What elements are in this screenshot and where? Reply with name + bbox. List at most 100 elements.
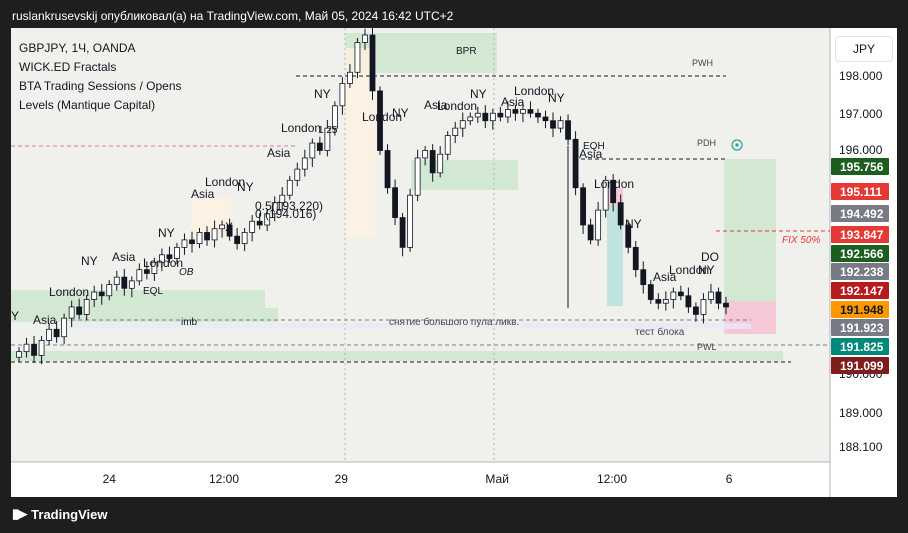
candle: [98, 291, 105, 297]
annotation-label: Asia: [424, 98, 448, 112]
candle: [106, 284, 113, 297]
candle: [625, 224, 632, 248]
price-badge-label: 192.238: [840, 265, 884, 279]
zone-box: [11, 290, 265, 308]
annotation-label: London: [514, 84, 554, 98]
candle: [640, 269, 647, 285]
time-tick-label: Май: [485, 472, 509, 486]
candle: [377, 90, 383, 151]
candle: [68, 306, 75, 319]
annotation-label: NY: [392, 106, 409, 120]
annotation-label: OB: [179, 267, 194, 278]
price-badge-label: 195.111: [840, 185, 882, 199]
annotation-label: EQH: [583, 141, 605, 152]
candle: [271, 202, 278, 215]
legend-symbol[interactable]: GBPJPY, 1Ч, OANDA: [19, 41, 136, 55]
annotation-label: Y: [11, 309, 19, 323]
candle: [324, 127, 331, 151]
price-tick-label: 198.000: [839, 69, 883, 83]
candle: [504, 109, 511, 118]
candle: [414, 157, 421, 196]
annotation-label: London: [594, 177, 634, 191]
candle: [249, 220, 256, 233]
legend-indicator-levels[interactable]: Levels (Mantique Capital): [19, 98, 156, 112]
candle: [286, 179, 293, 196]
annotation-label: EQL: [143, 286, 163, 297]
annotation-label: Asia: [112, 250, 136, 264]
candle: [685, 295, 692, 308]
annotation-label: London: [437, 99, 477, 113]
currency-button[interactable]: JPY: [835, 36, 893, 62]
brand-name: TradingView: [31, 506, 108, 522]
candle: [693, 306, 699, 315]
price-badge: [831, 158, 889, 175]
candle: [489, 112, 496, 122]
price-badge-label: 191.099: [840, 359, 884, 373]
price-tick-label: 197.000: [839, 107, 883, 121]
candle: [128, 280, 135, 289]
price-badge: [831, 301, 889, 318]
price-badge: [831, 282, 889, 299]
price-badge: [831, 338, 889, 355]
price-tick-label: 188.100: [839, 440, 883, 454]
price-badge: [831, 245, 889, 262]
candle: [632, 246, 639, 271]
candle: [38, 340, 45, 356]
candle: [91, 291, 98, 300]
time-axis[interactable]: [11, 462, 830, 497]
candle: [219, 224, 225, 230]
candle: [557, 120, 564, 129]
annotation-label: NY: [548, 91, 565, 105]
candle: [565, 120, 571, 140]
price-badge: [831, 183, 889, 200]
price-badge: [831, 263, 889, 280]
candle: [53, 328, 60, 338]
candle: [234, 235, 241, 245]
candle: [647, 284, 654, 300]
legend-indicator-sessions[interactable]: BTA Trading Sessions / Opens: [19, 79, 182, 93]
annotation-label: NY: [81, 254, 98, 268]
price-axis[interactable]: [830, 28, 897, 497]
zone-box: [191, 198, 231, 238]
candle: [535, 112, 541, 118]
price-badge: [831, 205, 889, 222]
annotation-label: 0.5(193.220): [255, 199, 323, 213]
candle: [174, 246, 180, 259]
candle: [422, 150, 429, 159]
time-tick-label: 12:00: [597, 472, 627, 486]
candle: [572, 138, 579, 189]
candle: [23, 343, 30, 353]
price-badge-label: 193.847: [840, 228, 884, 242]
chart-area[interactable]: BPR Asia London NY Asia London NY Asia London NY A…: [11, 28, 897, 497]
candle: [204, 232, 210, 241]
target-icon[interactable]: [731, 139, 743, 151]
candle: [76, 306, 83, 315]
candle: [362, 34, 368, 43]
candle: [444, 135, 451, 155]
candle: [316, 142, 323, 151]
candle: [61, 317, 68, 338]
candle: [331, 105, 338, 129]
candle: [527, 109, 534, 114]
candle: [399, 217, 406, 248]
candle: [392, 187, 398, 218]
price-badge-label: 191.825: [840, 340, 884, 354]
annotation-label: Asia: [501, 95, 525, 109]
annotation-label: Asia: [653, 270, 677, 284]
legend-indicator-fractals[interactable]: WICK.ED Fractals: [19, 60, 117, 74]
candle: [347, 71, 353, 84]
annotation-label: NY: [470, 87, 487, 101]
annotation-label: London: [281, 121, 321, 135]
price-badge-label: 195.756: [840, 160, 884, 174]
candle: [452, 127, 459, 137]
candle: [83, 299, 90, 315]
footer-brand: ▮▶ TradingView: [12, 506, 108, 522]
candle: [677, 291, 684, 297]
candle: [159, 254, 165, 263]
candle: [136, 269, 143, 282]
candle: [715, 291, 722, 304]
annotation-label: London: [362, 110, 402, 124]
candle: [474, 112, 481, 118]
zone-box: [724, 159, 776, 301]
